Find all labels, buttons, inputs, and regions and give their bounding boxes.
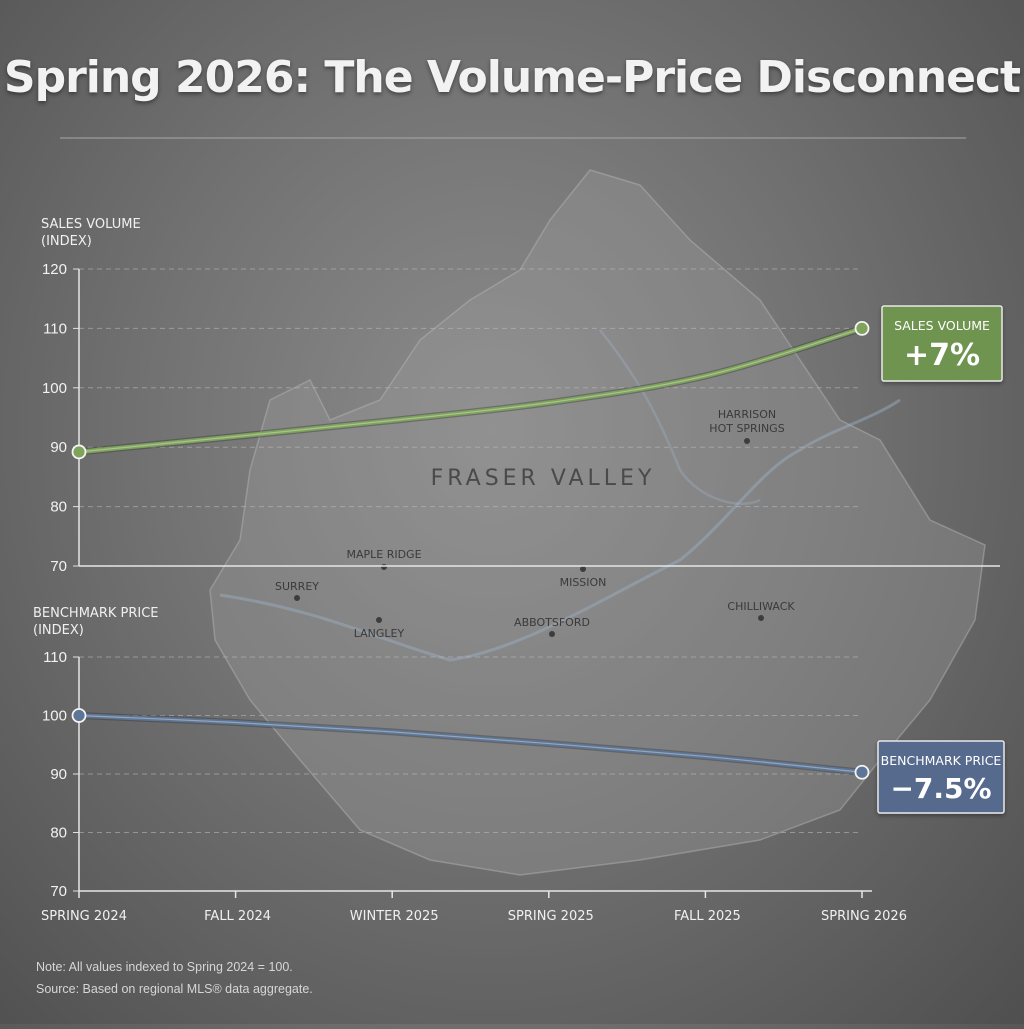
map-river [219,398,901,662]
callout-box [881,305,1003,382]
map-place-label: ABBOTSFORD [514,616,590,629]
x-tick-label: SPRING 2025 [508,909,594,924]
y-tick-label: 90 [50,439,67,456]
map-region-shape [209,169,986,876]
callout-box [877,740,1005,814]
chart-note: Note: All values indexed to Spring 2024 … [36,960,293,974]
series-line [76,326,865,455]
map-place-dot [381,564,387,570]
map-place-label: SURREY [275,580,319,593]
y-tick-label: 80 [50,825,67,842]
y-tick-label: 100 [42,380,67,397]
y-tick-label: 100 [42,708,67,725]
data-point [71,444,87,460]
x-tick-label: WINTER 2025 [350,909,439,924]
map-place-label: MAPLE RIDGE [346,548,421,561]
y-tick-label: 70 [50,558,67,575]
data-point [71,708,87,723]
map-place-dot [580,566,586,572]
map-place-dot [744,438,750,444]
callout-label: BENCHMARK PRICE [881,753,1002,768]
series-line-highlight [78,327,863,453]
y-tick-label: 120 [42,261,67,278]
map-place-label: LANGLEY [354,627,405,640]
map-river-tributary [599,329,761,505]
map-place-label: MISSION [560,576,607,589]
y-tick-label: 110 [43,320,67,337]
map-region-label: FRASER VALLEY [431,466,656,491]
x-tick-label: FALL 2025 [674,909,741,924]
y-tick-label: 80 [50,499,67,516]
map-place-label: HARRISON HOT SPRINGS [709,408,784,435]
page-title: Spring 2026: The Volume-Price Disconnect [3,52,1021,103]
chart-source: Source: Based on regional MLS® data aggr… [36,982,313,996]
map-place-dot [376,617,382,623]
data-point [854,764,870,780]
y-axis-title: BENCHMARK PRICE (INDEX) [33,606,159,638]
y-tick-label: 90 [50,766,67,783]
y-tick-label: 70 [50,883,67,900]
series-line [76,713,865,775]
x-tick-label: SPRING 2024 [41,909,127,924]
series-line-highlight [78,714,863,773]
y-axis-title: SALES VOLUME (INDEX) [41,217,141,249]
map-place-dot [294,595,300,601]
x-tick-label: SPRING 2026 [821,909,907,924]
map-place-dot [758,615,764,621]
data-point [854,320,870,336]
callout-value: −7.5% [890,772,991,805]
sales-volume-chart: SALES VOLUME (INDEX) 70 80 90 100 110 120 SALES … [41,217,1003,575]
map-place-dot [549,631,555,637]
fraser-valley-map: FRASER VALLEY HARRISON HOT SPRINGS MAPLE R… [209,169,986,876]
benchmark-price-chart: BENCHMARK PRICE (INDEX) 70 80 90 100 110 SPRING… [33,606,1005,924]
callout-label: SALES VOLUME [894,318,990,333]
x-tick-label: FALL 2024 [204,909,271,924]
map-place-label: CHILLIWACK [727,600,795,613]
callout-value: +7% [904,338,980,373]
y-tick-label: 110 [43,649,67,666]
